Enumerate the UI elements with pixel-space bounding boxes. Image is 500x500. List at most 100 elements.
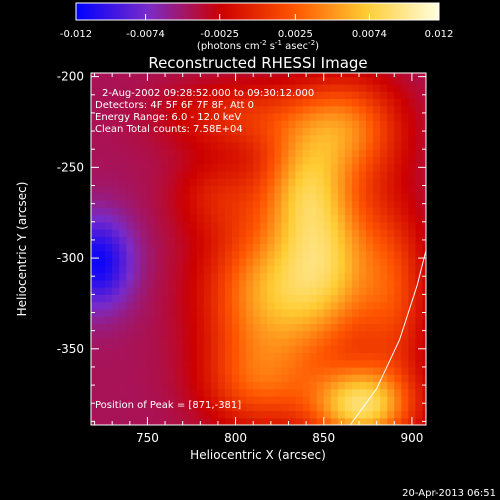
heatmap-pixel bbox=[182, 200, 191, 208]
heatmap-pixel bbox=[203, 308, 212, 317]
heatmap-pixel bbox=[217, 337, 226, 346]
heatmap-pixel bbox=[168, 265, 177, 274]
heatmap-pixel bbox=[422, 374, 426, 383]
heatmap-pixel bbox=[210, 403, 219, 412]
heatmap-pixel bbox=[119, 185, 127, 194]
heatmap-pixel bbox=[274, 258, 283, 266]
heatmap-pixel bbox=[401, 229, 409, 237]
heatmap-pixel bbox=[175, 141, 184, 150]
heatmap-pixel bbox=[281, 112, 290, 121]
heatmap-pixel bbox=[323, 134, 332, 143]
heatmap-pixel bbox=[330, 156, 339, 165]
heatmap-pixel bbox=[309, 316, 318, 324]
heatmap-pixel bbox=[344, 410, 353, 419]
heatmap-pixel bbox=[246, 229, 254, 237]
heatmap-pixel bbox=[330, 250, 339, 259]
heatmap-pixel bbox=[154, 156, 163, 165]
heatmap-pixel bbox=[281, 250, 290, 259]
heatmap-pixel bbox=[126, 258, 134, 266]
heatmap-pixel bbox=[316, 221, 325, 230]
heatmap-pixel bbox=[140, 279, 149, 288]
heatmap-pixel bbox=[126, 112, 134, 121]
heatmap-pixel bbox=[239, 120, 247, 129]
heatmap-pixel bbox=[196, 250, 205, 259]
heatmap-pixel bbox=[112, 149, 120, 158]
heatmap-pixel bbox=[387, 141, 395, 150]
heatmap-pixel bbox=[302, 374, 311, 383]
heatmap-pixel bbox=[373, 76, 381, 85]
heatmap-pixel bbox=[196, 105, 205, 114]
heatmap-pixel bbox=[140, 207, 149, 216]
heatmap-pixel bbox=[288, 200, 297, 208]
heatmap-pixel bbox=[182, 243, 191, 252]
heatmap-pixel bbox=[281, 279, 290, 288]
heatmap-pixel bbox=[225, 352, 233, 361]
heatmap-pixel bbox=[140, 381, 149, 390]
heatmap-pixel bbox=[281, 330, 290, 339]
heatmap-pixel bbox=[168, 134, 177, 143]
heatmap-pixel bbox=[105, 403, 113, 412]
heatmap-pixel bbox=[373, 250, 381, 259]
heatmap-pixel bbox=[126, 207, 134, 216]
heatmap-pixel bbox=[401, 120, 409, 129]
heatmap-pixel bbox=[154, 170, 163, 179]
heatmap-pixel bbox=[203, 120, 212, 129]
heatmap-pixel bbox=[182, 221, 191, 230]
heatmap-pixel bbox=[323, 272, 332, 281]
heatmap-pixel bbox=[225, 229, 233, 237]
heatmap-pixel bbox=[394, 83, 402, 92]
heatmap-pixel bbox=[225, 112, 233, 121]
heatmap-pixel bbox=[260, 178, 268, 187]
heatmap-pixel bbox=[260, 83, 268, 92]
heatmap-pixel bbox=[210, 236, 219, 245]
heatmap-pixel bbox=[309, 352, 318, 361]
heatmap-pixel bbox=[323, 308, 332, 317]
heatmap-pixel bbox=[133, 388, 141, 397]
heatmap-pixel bbox=[105, 323, 113, 332]
heatmap-pixel bbox=[380, 243, 388, 252]
heatmap-pixel bbox=[210, 374, 219, 383]
heatmap-pixel bbox=[196, 120, 205, 129]
heatmap-pixel bbox=[225, 163, 233, 172]
heatmap-pixel bbox=[140, 105, 149, 114]
heatmap-pixel bbox=[119, 410, 127, 419]
heatmap-pixel bbox=[366, 410, 374, 419]
heatmap-pixel bbox=[98, 127, 106, 136]
heatmap-pixel bbox=[422, 337, 426, 346]
heatmap-pixel bbox=[387, 301, 395, 310]
heatmap-pixel bbox=[225, 279, 233, 288]
heatmap-pixel bbox=[91, 337, 99, 346]
heatmap-pixel bbox=[147, 73, 156, 78]
heatmap-pixel bbox=[380, 352, 388, 361]
heatmap-pixel bbox=[105, 388, 113, 397]
heatmap-pixel bbox=[373, 178, 381, 187]
heatmap-pixel bbox=[422, 207, 426, 216]
heatmap-pixel bbox=[415, 316, 424, 324]
heatmap-pixel bbox=[253, 98, 261, 107]
heatmap-pixel bbox=[175, 265, 184, 274]
heatmap-pixel bbox=[366, 141, 374, 150]
heatmap-pixel bbox=[217, 403, 226, 412]
heatmap-pixel bbox=[203, 185, 212, 194]
heatmap-pixel bbox=[147, 381, 156, 390]
heatmap-pixel bbox=[147, 91, 156, 100]
heatmap-pixel bbox=[380, 83, 388, 92]
heatmap-pixel bbox=[415, 134, 424, 143]
heatmap-pixel bbox=[105, 236, 113, 245]
heatmap-pixel bbox=[288, 272, 297, 281]
heatmap-pixel bbox=[161, 105, 170, 114]
heatmap-pixel bbox=[133, 178, 141, 187]
heatmap-pixel bbox=[344, 337, 353, 346]
heatmap-pixel bbox=[119, 403, 127, 412]
heatmap-pixel bbox=[161, 381, 170, 390]
heatmap-pixel bbox=[422, 83, 426, 92]
heatmap-pixel bbox=[168, 316, 177, 324]
heatmap-pixel bbox=[401, 214, 409, 223]
heatmap-pixel bbox=[274, 279, 283, 288]
heatmap-pixel bbox=[154, 149, 163, 158]
heatmap-pixel bbox=[281, 98, 290, 107]
heatmap-pixel bbox=[260, 410, 268, 419]
heatmap-pixel bbox=[168, 112, 177, 121]
heatmap-pixel bbox=[154, 359, 163, 368]
heatmap-pixel bbox=[344, 316, 353, 324]
